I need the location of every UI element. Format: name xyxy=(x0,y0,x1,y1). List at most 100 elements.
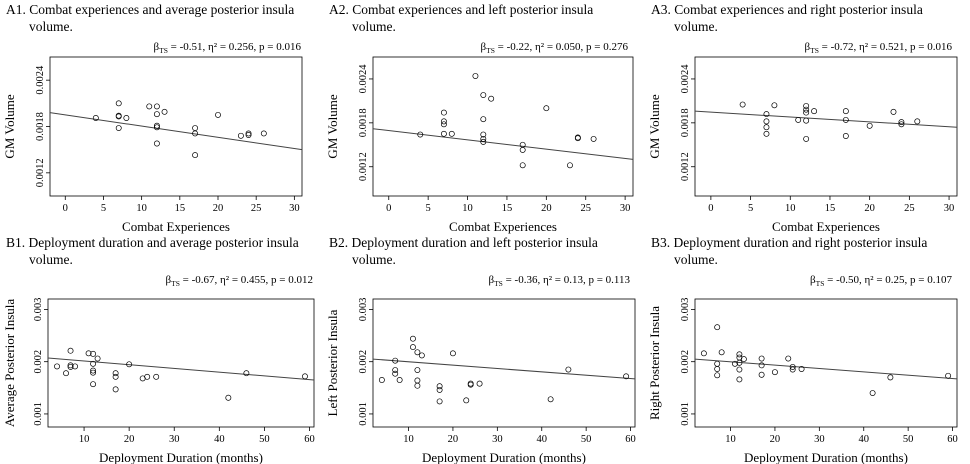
data-point xyxy=(414,377,421,384)
data-point xyxy=(798,366,805,372)
data-point xyxy=(153,103,160,110)
regression-line xyxy=(49,112,303,151)
y-tick-label: 0.003 xyxy=(680,298,691,322)
x-tick-label: 60 xyxy=(947,434,958,445)
data-point xyxy=(574,135,581,142)
data-point xyxy=(126,361,133,368)
data-point xyxy=(115,125,122,131)
y-tick-label: 0.001 xyxy=(33,402,44,426)
stats-annotation: βTS = -0.22, η² = 0.050, p = 0.276 xyxy=(481,41,629,55)
x-tick-label: 15 xyxy=(175,203,186,214)
plot-frame xyxy=(372,298,636,428)
chart-panel-A3: A3. Combat experiences and right posteri… xyxy=(647,2,958,234)
data-point xyxy=(785,355,792,362)
x-tick-label: 60 xyxy=(625,434,636,445)
regression-line xyxy=(694,358,958,380)
data-point xyxy=(440,109,447,116)
x-tick-label: 20 xyxy=(864,203,875,214)
data-point xyxy=(488,95,495,102)
plot-frame xyxy=(47,298,315,428)
data-point xyxy=(736,376,743,383)
x-tick-label: 10 xyxy=(403,434,414,445)
x-tick-label: 30 xyxy=(492,434,503,445)
data-point xyxy=(842,116,849,123)
y-tick-label: 0.0018 xyxy=(35,112,46,141)
data-point xyxy=(72,363,79,370)
data-point xyxy=(153,124,160,131)
x-tick-label: 40 xyxy=(858,434,869,445)
x-tick-label: 15 xyxy=(825,203,836,214)
data-point xyxy=(67,363,74,370)
data-point xyxy=(758,362,765,369)
x-tick-label: 20 xyxy=(770,434,781,445)
data-point xyxy=(215,111,221,118)
regression-line xyxy=(694,110,958,128)
data-point xyxy=(472,73,479,79)
data-point xyxy=(448,130,455,137)
data-point xyxy=(153,122,160,129)
data-point xyxy=(842,108,849,115)
y-tick-label: 0.0012 xyxy=(358,152,369,181)
data-point xyxy=(803,117,810,124)
x-tick-label: 30 xyxy=(289,203,300,214)
x-tick-label: 0 xyxy=(386,203,391,214)
data-point xyxy=(112,370,119,377)
x-tick-label: 25 xyxy=(251,203,262,214)
regression-line xyxy=(372,128,634,160)
data-point xyxy=(718,349,725,356)
data-point xyxy=(243,370,250,377)
chart-title-continuation: volume. xyxy=(352,19,396,34)
y-tick-label: 0.0012 xyxy=(35,158,46,187)
stats-annotation: βTS = -0.36, η² = 0.13, p = 0.113 xyxy=(488,274,630,288)
y-axis-label: GM Volume xyxy=(2,94,17,158)
data-point xyxy=(418,352,425,359)
data-point xyxy=(480,92,487,98)
x-tick-label: 10 xyxy=(725,434,736,445)
plot-frame xyxy=(372,56,634,197)
data-point xyxy=(519,146,526,153)
data-point xyxy=(414,349,421,356)
data-point xyxy=(714,372,721,379)
data-point xyxy=(803,106,810,113)
data-point xyxy=(763,118,770,125)
data-point xyxy=(115,112,122,119)
data-point xyxy=(260,130,267,137)
data-point xyxy=(392,367,399,374)
data-point xyxy=(392,370,399,377)
data-point xyxy=(519,162,526,169)
x-tick-label: 25 xyxy=(904,203,915,214)
data-point xyxy=(161,108,168,115)
x-tick-label: 50 xyxy=(259,434,270,445)
data-point xyxy=(476,380,483,387)
data-point xyxy=(739,101,746,108)
data-point xyxy=(392,357,399,364)
data-point xyxy=(480,116,487,123)
x-tick-label: 60 xyxy=(304,434,315,445)
data-point xyxy=(714,366,721,372)
data-point xyxy=(90,369,97,376)
y-tick-label: 0.0018 xyxy=(358,108,369,137)
x-axis-label: Deployment Duration (months) xyxy=(744,450,908,464)
x-tick-label: 15 xyxy=(502,203,513,214)
y-axis-label: GM Volume xyxy=(325,94,340,158)
data-point xyxy=(440,121,447,128)
data-point xyxy=(763,124,770,131)
x-axis-label: Combat Experiences xyxy=(449,219,557,234)
data-point xyxy=(740,356,747,363)
chart-title-continuation: volume. xyxy=(29,19,73,34)
chart-title-continuation: volume. xyxy=(352,252,396,267)
data-point xyxy=(714,360,721,367)
data-point xyxy=(803,135,810,142)
x-tick-label: 25 xyxy=(580,203,591,214)
y-tick-label: 0.002 xyxy=(33,350,44,374)
data-point xyxy=(123,115,130,121)
data-point xyxy=(590,135,597,142)
data-point xyxy=(732,360,738,367)
data-point xyxy=(763,111,770,118)
data-point xyxy=(302,373,308,380)
chart-title: B3. Deployment duration and right poster… xyxy=(651,235,927,250)
x-tick-label: 50 xyxy=(903,434,914,445)
data-point xyxy=(112,373,119,380)
chart-title-continuation: volume. xyxy=(674,19,718,34)
data-point xyxy=(153,140,160,147)
